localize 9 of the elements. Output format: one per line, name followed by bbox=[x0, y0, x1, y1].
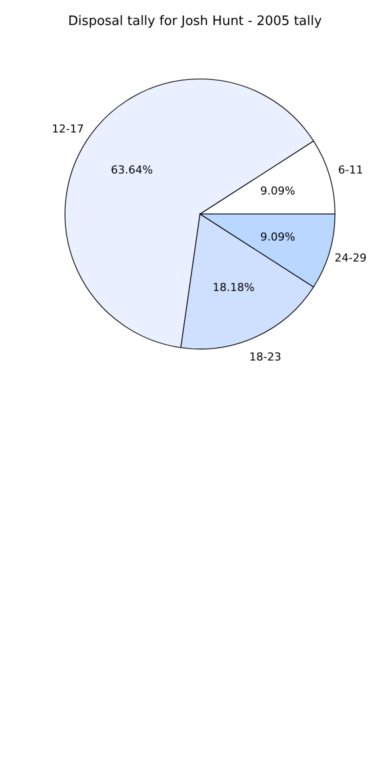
data-label: 63.64% bbox=[110, 164, 153, 177]
data-label: 18.18% bbox=[212, 281, 255, 294]
slice-label: 18-23 bbox=[249, 350, 282, 364]
data-label: 9.09% bbox=[260, 184, 296, 198]
data-label: 9.09% bbox=[260, 230, 296, 244]
slice-label: 12-17 bbox=[52, 122, 84, 136]
chart-title: Disposal tally for Josh Hunt - 2005 tally bbox=[67, 14, 323, 29]
slice-label: 6-11 bbox=[338, 163, 364, 176]
slice-label: 24-29 bbox=[334, 252, 367, 265]
